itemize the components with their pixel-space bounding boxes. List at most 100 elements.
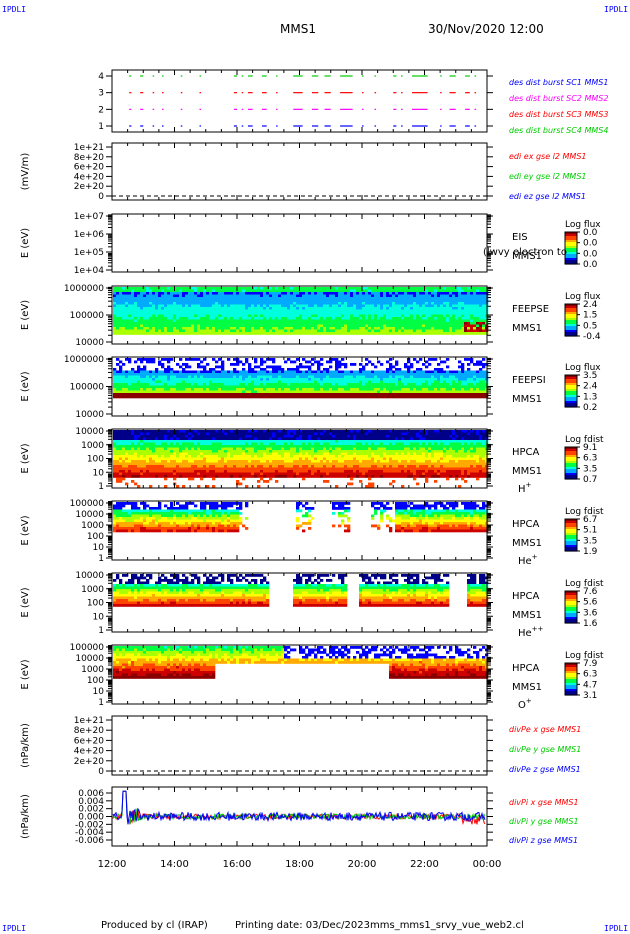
- panel-frame-burst: [111, 69, 488, 133]
- colorbar-tick-label-eis: 0.0: [583, 249, 598, 259]
- y-tick-label-edi: 1e+21: [74, 143, 104, 153]
- instrument-label-hpca_he2: HPCA: [512, 591, 540, 602]
- legend-entry-burst: des dist burst SC2 MMS2: [509, 94, 608, 103]
- colorbar-tick-label-hpca_h: 6.3: [583, 454, 597, 464]
- y-axis-label-hpca_he: E (eV): [20, 515, 31, 545]
- y-axis-label-feepsi: E (eV): [20, 371, 31, 401]
- y-tick-label-hpca_he2: 100: [87, 599, 104, 609]
- series-line-divpi-z: [112, 790, 486, 825]
- colorbar-tick-label-hpca_he: 5.1: [583, 526, 597, 536]
- colorbar-tick-label-eis: 0.0: [583, 228, 598, 238]
- header-datetime: 30/Nov/2020 12:00: [428, 22, 544, 36]
- y-tick-label-divpi: -0.004: [75, 828, 104, 838]
- legend-entry-divpe: divPe z gse MMS1: [509, 765, 581, 774]
- y-axis-label-hpca_h: E (eV): [20, 443, 31, 473]
- y-axis-label-hpca_he2: E (eV): [20, 587, 31, 617]
- spacecraft-label-hpca_he2: MMS1: [512, 610, 542, 621]
- colorbar-tick-label-hpca_o: 4.7: [583, 680, 597, 690]
- y-tick-label-hpca_he: 10000: [75, 510, 104, 520]
- y-axis-label-eis: E (eV): [20, 228, 31, 258]
- y-tick-label-divpe: 8e+20: [74, 726, 105, 736]
- y-tick-label-edi: 2e+20: [74, 182, 105, 192]
- heatmap-feepse: [113, 287, 489, 335]
- colorbar-eis: [564, 231, 580, 265]
- colorbar-title-hpca_he2: Log fdist: [565, 579, 604, 589]
- colorbar-tick-label-eis: 0.0: [583, 239, 598, 249]
- legend-entry-burst: des dist burst SC1 MMS1: [509, 78, 608, 87]
- colorbar-tick-label-hpca_he2: 3.6: [583, 608, 598, 618]
- y-tick-label-eis: 1e+06: [74, 230, 105, 240]
- y-tick-label-hpca_h: 1000: [81, 441, 104, 451]
- corner-label-bottom-right: IPDLI: [604, 924, 629, 933]
- colorbar-title-hpca_o: Log fdist: [565, 651, 604, 661]
- spacecraft-label-feepse: MMS1: [512, 323, 542, 334]
- colorbar-tick-label-hpca_he2: 5.6: [583, 598, 598, 608]
- y-tick-label-feepsi: 100000: [70, 383, 105, 393]
- legend-entry-divpe: divPe y gse MMS1: [509, 745, 581, 754]
- y-tick-label-divpi: 0.006: [78, 789, 104, 799]
- x-tick-label: 18:00: [285, 859, 314, 870]
- y-tick-label-burst: 3: [98, 89, 104, 99]
- y-tick-label-feepse: 10000: [75, 338, 104, 348]
- y-tick-label-divpe: 0: [98, 767, 104, 777]
- y-tick-label-hpca_he: 100000: [70, 499, 105, 509]
- y-tick-label-divpi: 0.000: [78, 813, 104, 823]
- y-tick-label-feepsi: 10000: [75, 410, 104, 420]
- y-tick-label-hpca_he: 100: [87, 532, 104, 542]
- colorbar-title-feepse: Log flux: [565, 292, 601, 302]
- y-tick-label-hpca_he: 10: [93, 543, 105, 553]
- heatmap-hpca_he2: [113, 574, 489, 607]
- colorbar-tick-label-hpca_o: 6.3: [583, 670, 597, 680]
- y-tick-label-hpca_o: 1: [98, 698, 104, 708]
- species-label-hpca_he: He+: [518, 553, 538, 567]
- legend-entry-burst: des dist burst SC3 MMS3: [509, 110, 608, 119]
- header-spacecraft: MMS1: [280, 22, 316, 36]
- colorbar-tick-label-feepsi: 0.2: [583, 403, 597, 413]
- colorbar-tick-label-hpca_he2: 7.6: [583, 587, 598, 597]
- y-tick-label-hpca_he2: 1: [98, 626, 104, 636]
- legend-entry-divpi: divPi y gse MMS1: [509, 817, 579, 826]
- colorbar-tick-label-hpca_o: 7.9: [583, 659, 598, 669]
- y-axis-label-divpe: (nPa/km): [20, 723, 31, 768]
- colorbar-tick-label-feepsi: 3.5: [583, 371, 597, 381]
- y-tick-label-divpi: 0.004: [78, 797, 104, 807]
- y-tick-label-divpi: -0.006: [75, 836, 104, 846]
- colorbar-hpca_he: [564, 518, 580, 552]
- colorbar-hpca_h: [564, 446, 580, 480]
- colorbar-tick-label-hpca_he: 1.9: [583, 547, 598, 557]
- legend-entry-edi: edi ez gse l2 MMS1: [509, 192, 586, 201]
- colorbar-tick-label-feepse: -0.4: [583, 332, 601, 342]
- y-tick-label-edi: 8e+20: [74, 153, 105, 163]
- legend-entry-edi: edi ey gse l2 MMS1: [509, 172, 587, 181]
- panel-frame-eis: [111, 213, 488, 273]
- x-tick-label: 20:00: [348, 859, 377, 870]
- y-tick-label-burst: 2: [98, 105, 104, 115]
- colorbar-tick-label-hpca_h: 3.5: [583, 464, 597, 474]
- instrument-label-feepsi: FEEPSI: [512, 375, 546, 386]
- colorbar-tick-label-feepse: 0.5: [583, 321, 597, 331]
- y-tick-label-feepse: 100000: [70, 311, 105, 321]
- colorbar-feepse: [564, 303, 580, 337]
- y-tick-label-eis: 1e+07: [74, 212, 104, 222]
- y-tick-label-hpca_o: 100000: [70, 643, 105, 653]
- y-tick-label-hpca_o: 100: [87, 676, 104, 686]
- y-tick-label-eis: 1e+05: [74, 248, 104, 258]
- y-tick-label-divpe: 2e+20: [74, 757, 105, 767]
- y-tick-label-burst: 1: [98, 122, 104, 132]
- y-axis-label-feepse: E (eV): [20, 300, 31, 330]
- spacecraft-label-feepsi: MMS1: [512, 394, 542, 405]
- colorbar-tick-label-feepse: 1.5: [583, 311, 597, 321]
- y-tick-label-edi: 6e+20: [74, 163, 105, 173]
- colorbar-tick-label-hpca_he2: 1.6: [583, 619, 598, 629]
- y-tick-label-divpe: 6e+20: [74, 736, 105, 746]
- y-tick-label-hpca_o: 10: [93, 687, 105, 697]
- corner-label-bottom-left: IPDLI: [2, 924, 27, 933]
- panel-frame-edi: [111, 142, 488, 201]
- y-tick-label-hpca_h: 1: [98, 482, 104, 492]
- colorbar-title-hpca_h: Log fdist: [565, 435, 604, 445]
- y-axis-label-edi: (mV/m): [20, 153, 31, 191]
- spacecraft-label-hpca_o: MMS1: [512, 682, 542, 693]
- colorbar-tick-label-hpca_h: 0.7: [583, 475, 597, 485]
- colorbar-title-feepsi: Log flux: [565, 363, 601, 373]
